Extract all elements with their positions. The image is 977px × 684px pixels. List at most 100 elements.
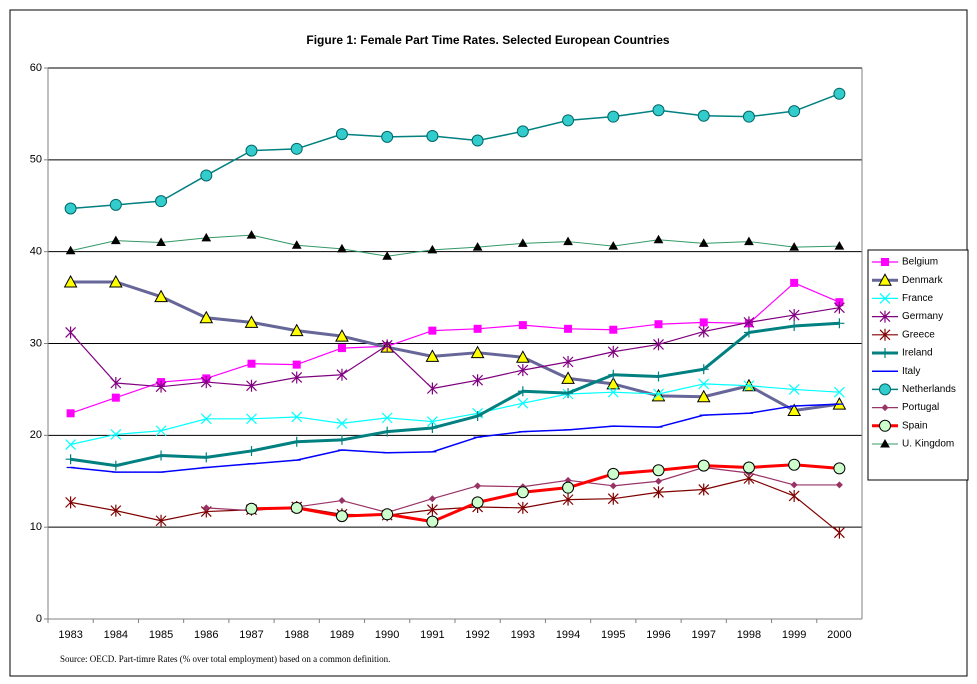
- marker: [65, 496, 77, 509]
- marker: [290, 501, 303, 514]
- marker: [110, 504, 122, 517]
- x-tick-label: 1987: [239, 629, 263, 641]
- x-tick-label: 1983: [58, 629, 82, 641]
- marker: [517, 364, 529, 377]
- legend-label: France: [902, 293, 934, 304]
- marker: [788, 458, 801, 471]
- y-tick-label: 20: [30, 429, 42, 441]
- x-tick-label: 1990: [375, 629, 399, 641]
- marker: [381, 412, 393, 424]
- marker: [743, 380, 755, 392]
- marker: [834, 318, 845, 329]
- marker: [338, 497, 346, 505]
- marker: [64, 202, 77, 215]
- marker: [833, 301, 845, 314]
- marker: [562, 114, 575, 127]
- y-tick-label: 30: [30, 337, 42, 349]
- marker: [66, 409, 75, 418]
- marker: [698, 238, 709, 247]
- marker: [789, 321, 800, 332]
- series-line: [70, 403, 840, 473]
- x-tick-label: 1997: [691, 629, 715, 641]
- marker: [518, 321, 527, 330]
- marker: [200, 169, 213, 182]
- marker: [290, 142, 303, 155]
- legend-label: Belgium: [902, 257, 938, 268]
- legend-label: Netherlands: [902, 384, 956, 395]
- marker: [607, 492, 619, 505]
- marker: [202, 504, 210, 512]
- marker: [337, 243, 347, 253]
- x-tick-label: 1995: [601, 629, 625, 641]
- marker: [292, 360, 301, 369]
- marker: [289, 323, 304, 337]
- marker: [471, 496, 484, 509]
- marker: [336, 417, 348, 429]
- marker: [563, 236, 573, 246]
- marker: [742, 110, 755, 123]
- marker: [788, 383, 800, 395]
- marker: [335, 510, 348, 523]
- marker: [744, 236, 754, 246]
- marker: [110, 460, 121, 471]
- legend-label: Greece: [902, 329, 935, 340]
- y-tick-label: 50: [30, 154, 42, 166]
- marker: [833, 87, 846, 100]
- marker: [246, 445, 257, 456]
- marker: [517, 397, 529, 409]
- marker: [201, 452, 212, 463]
- marker: [651, 388, 666, 402]
- marker: [200, 413, 212, 425]
- marker: [517, 386, 528, 397]
- marker: [426, 416, 438, 427]
- marker: [833, 526, 845, 539]
- x-tick-label: 1984: [104, 629, 128, 641]
- marker: [653, 234, 664, 244]
- marker: [607, 467, 620, 480]
- marker: [427, 244, 438, 254]
- marker: [742, 461, 755, 474]
- marker: [200, 376, 212, 389]
- x-tick-label: 1998: [737, 629, 761, 641]
- series-line: [70, 307, 840, 390]
- legend-marker: [879, 310, 891, 323]
- marker: [474, 482, 482, 490]
- legend-marker: [881, 404, 889, 412]
- marker: [698, 483, 710, 496]
- marker: [654, 320, 663, 329]
- legend-marker: [880, 438, 890, 448]
- legend-label: U. Kingdom: [902, 439, 954, 450]
- series-line: [70, 477, 840, 534]
- legend-marker: [878, 273, 892, 286]
- marker: [607, 386, 619, 398]
- marker: [606, 376, 621, 390]
- marker: [697, 109, 710, 122]
- series-line: [70, 280, 840, 413]
- marker: [155, 425, 167, 437]
- marker: [336, 434, 347, 445]
- marker: [696, 389, 711, 403]
- x-tick-label: 1996: [646, 629, 670, 641]
- marker: [652, 464, 665, 477]
- marker: [609, 325, 618, 334]
- marker: [834, 241, 845, 250]
- x-tick-label: 1989: [330, 629, 354, 641]
- legend-marker: [880, 348, 890, 358]
- marker: [516, 125, 529, 138]
- marker: [110, 235, 121, 245]
- marker: [201, 232, 212, 242]
- marker: [426, 503, 438, 516]
- marker: [63, 274, 78, 288]
- marker: [833, 462, 846, 475]
- marker: [337, 344, 346, 353]
- marker: [698, 364, 709, 375]
- x-tick-label: 1988: [284, 629, 308, 641]
- x-tick-label: 1993: [511, 629, 535, 641]
- marker: [699, 318, 708, 327]
- marker: [335, 128, 348, 141]
- marker: [697, 459, 710, 472]
- marker: [517, 501, 529, 514]
- series-line: [70, 383, 840, 446]
- marker: [743, 316, 755, 329]
- marker: [245, 502, 258, 515]
